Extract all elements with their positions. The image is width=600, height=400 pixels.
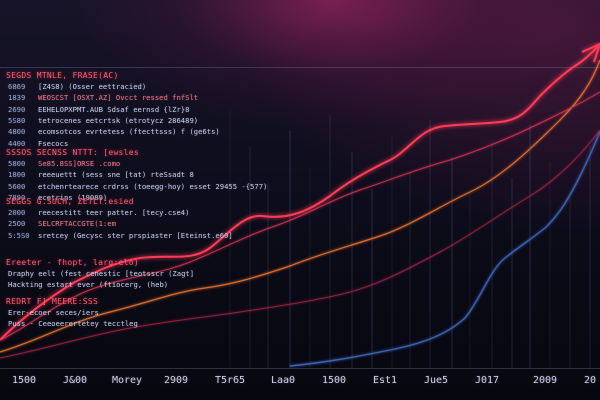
x-tick-label: 1500 [11,375,37,386]
bottom-frame-line [0,368,600,369]
row-key: 5:5S0 [8,230,30,240]
text-block-row: Draphy eelt (fest cenestic [teotsscr (Za… [8,269,194,278]
row-key: 25O0 [8,219,26,229]
series-line-red-thin [0,91,600,341]
text-block-row: 2000 reecestitt teer patter. [tecy.cse4) [8,208,189,217]
text-block-row: 5S80 tetrocenes eetcrtsk (etrotycz 286489… [8,116,198,125]
thin-series-lines [0,59,600,367]
text-block-row: 5800 Se85.8SS]ORSE .como [8,159,120,168]
x-tick-label: J017 [474,375,500,386]
x-tick-label: Jue5 [423,375,449,386]
text-block-title: REDRT F] MEERE:SSS [6,297,99,306]
text-block-row: 2690 EEHELOPXPMT.AUB Sdsaf eernsd {lZr}8 [8,105,189,114]
text-block-row: 6869 [Z4S8) (Osser eettracied) [8,82,146,91]
row-text: ecomsotcos evrtetess (ftecttsss) f (ge6t… [38,127,220,137]
text-block-title: SSSOS SECNSS NTTT: [ewsles [6,148,140,157]
series-line-red-main [0,43,600,341]
x-tick-label: 20 [583,375,597,386]
row-key: 1839 [8,93,26,103]
row-text: EEHELOPXPMT.AUB Sdsaf eernsd {lZr}8 [38,104,190,114]
row-key: 7890 [8,192,26,202]
row-text: tetrocenes eetcrtsk (etrotycz 286489) [38,115,199,125]
row-key: 5800 [8,159,26,168]
top-frame-line [0,67,600,68]
series-line-red-lower [0,129,600,359]
row-key: 5600 [8,181,26,191]
text-block-row: 25O0 SELCRFTACCGTE(1:em [8,219,116,228]
text-block-row: 5:5S0 sretcey (Gecysc ster prspiaster [Et… [8,231,233,240]
row-text: Se85.8SS]ORSE .como [38,159,121,168]
row-key: 6869 [8,82,26,91]
text-block-row: 1800 reeeuettt (sess sne [tat) rteSsadt 8 [8,170,194,179]
row-text: ecetrins (19089) [38,192,108,202]
text-block-row: 7890 ecetrins (19089) [8,193,107,202]
row-key: 4800 [8,127,26,137]
x-tick-label: J&00 [62,375,88,386]
row-text: SELCRFTACCGTE(1:em [38,219,116,229]
row-text: reecestitt teer patter. [tecy.cse4) [38,208,190,217]
x-tick-label: 2009 [532,375,558,386]
row-text: Draphy eelt (fest cenestic [teotsscr (Za… [8,269,195,278]
row-text: reeeuettt (sess sne [tat) rteSsadt 8 [38,170,194,180]
series-line-blue [289,131,600,367]
text-block-row: 4400 Fsecocs [8,139,68,148]
row-key: 2000 [8,208,26,217]
x-tick-label: Morey [111,375,143,386]
row-text: etchenrtearece crdrss (toeegg-hoy) esset… [38,181,268,191]
row-key: 4400 [8,138,26,148]
row-text: WEOSCST [OSXT.AZ] Ovcct ressed fnfSlt [38,93,199,103]
text-block-row: Puss - Ceeoeerertetey tecctleg [8,319,138,328]
row-text: [Z4S8) (Osser eettracied) [38,82,147,91]
x-tick-label: T5r65 [214,375,246,386]
row-text: Hackting estart ever (ftiocerg, (heb) [8,280,169,290]
x-tick-label: Laa0 [270,375,296,386]
text-block-title: SEGDS MTNLE, FRASE(AC) [6,71,119,80]
row-text: Puss - Ceeoeerertetey tecctleg [8,319,138,329]
text-block-title: SEGGS G.SUCH, ZETLT:esied [6,197,134,206]
x-tick-label: 1500 [321,375,347,386]
text-block-row: 4800 ecomsotcos evrtetess (ftecttsss) f (… [8,127,220,136]
x-tick-label: 2909 [163,375,189,386]
text-block-row: 5600 etchenrtearece crdrss (toeegg-hoy) e… [8,182,267,191]
text-block-title: Ereeter - fhopt, larg:elo) [6,258,140,267]
text-block-row: Hackting estart ever (ftiocerg, (heb) [8,280,168,289]
row-text: Erer-ecoer seces/iers [8,308,99,317]
row-text: Fsecocs [38,138,69,148]
row-key: 1800 [8,170,26,180]
text-block-row: Erer-ecoer seces/iers [8,308,99,317]
series-line-orange [0,59,600,353]
text-block-row: 1839 WEOSCST [OSXT.AZ] Ovcct ressed fnfSl… [8,93,198,102]
row-key: 2690 [8,104,26,114]
row-key: 5S80 [8,115,26,125]
x-tick-label: Est1 [372,375,398,386]
row-text: sretcey (Gecysc ster prspiaster [Eteinst… [38,230,233,240]
series-line-red-arrowhead [581,43,600,63]
